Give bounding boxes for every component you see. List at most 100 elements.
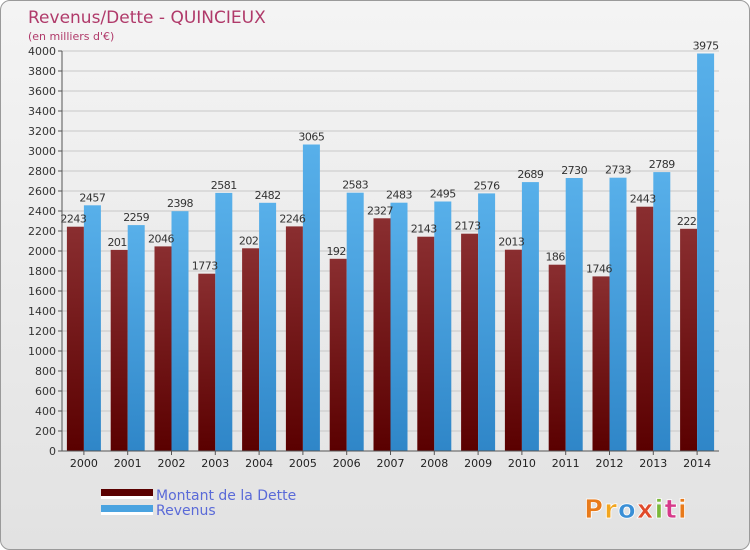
y-tick-label: 2800 <box>28 165 56 178</box>
data-label-revenus: 2495 <box>430 188 456 201</box>
data-label-revenus: 3065 <box>298 131 324 144</box>
y-axis-ticks: 0 200 400 600 800 1000 1200 1400 1600 1800 2000 220… <box>28 45 62 458</box>
y-tick-label: 400 <box>35 405 56 418</box>
data-label-revenus: 2259 <box>123 211 149 224</box>
data-label-revenus: 2398 <box>167 197 193 210</box>
data-label-dette: 2173 <box>455 220 481 233</box>
y-tick-label: 3600 <box>28 85 56 98</box>
legend-swatch-dette <box>101 489 153 499</box>
x-tick-label: 2012 <box>596 457 624 470</box>
bar-revenus <box>565 178 583 451</box>
x-tick-label: 2003 <box>201 457 229 470</box>
x-tick-label: 2013 <box>639 457 667 470</box>
data-label-revenus: 2689 <box>517 168 543 181</box>
bar-revenus <box>302 144 320 451</box>
x-tick-label: 2001 <box>114 457 142 470</box>
bar-revenus <box>259 202 277 451</box>
chart-title: Revenus/Dette - QUINCIEUX <box>28 8 266 28</box>
bar-dette <box>548 264 566 451</box>
y-tick-label: 2200 <box>28 225 56 238</box>
bar-dette <box>373 218 391 451</box>
data-label-dette: 1746 <box>586 262 612 275</box>
data-label-dette: 192 <box>326 245 346 258</box>
data-label-dette: 186 <box>545 251 565 264</box>
data-label-revenus: 2730 <box>561 164 587 177</box>
y-tick-label: 2600 <box>28 185 56 198</box>
bar-dette <box>504 249 522 451</box>
x-tick-label: 2002 <box>158 457 186 470</box>
chart-subtitle: (en milliers d'€) <box>28 30 114 43</box>
y-tick-label: 0 <box>49 445 56 458</box>
x-tick-label: 2011 <box>552 457 580 470</box>
bar-dette <box>636 206 654 451</box>
bar-dette <box>680 228 698 451</box>
bar-revenus <box>215 192 233 451</box>
y-tick-label: 4000 <box>28 45 56 58</box>
data-labels: 2243 2457 201 2259 2046 2398 1773 2581 202 2482 22… <box>60 40 719 276</box>
data-label-dette: 222 <box>677 215 697 228</box>
y-tick-label: 600 <box>35 385 56 398</box>
data-label-dette: 2243 <box>60 213 86 226</box>
y-tick-label: 200 <box>35 425 56 438</box>
y-tick-label: 2400 <box>28 205 56 218</box>
bars <box>66 53 715 451</box>
bar-dette <box>66 226 84 451</box>
legend-label-dette: Montant de la Dette <box>156 488 296 504</box>
y-tick-label: 1400 <box>28 305 56 318</box>
x-axis-ticks: 2000 2001 2002 2003 2004 2005 2006 2007 2008 2009… <box>70 451 711 470</box>
data-label-dette: 2327 <box>367 204 393 217</box>
bar-dette <box>242 248 260 451</box>
data-label-dette: 2046 <box>148 232 174 245</box>
data-label-revenus: 2733 <box>605 164 631 177</box>
data-label-revenus: 2457 <box>79 191 105 204</box>
x-tick-label: 2000 <box>70 457 98 470</box>
y-tick-label: 1000 <box>28 345 56 358</box>
y-tick-label: 1800 <box>28 265 56 278</box>
x-tick-label: 2007 <box>377 457 405 470</box>
data-label-revenus: 2581 <box>211 179 237 192</box>
data-label-revenus: 2576 <box>474 179 500 192</box>
data-label-dette: 1773 <box>192 260 218 273</box>
y-tick-label: 3200 <box>28 125 56 138</box>
bar-revenus <box>171 211 189 451</box>
y-tick-label: 3400 <box>28 105 56 118</box>
data-label-dette: 201 <box>107 236 127 249</box>
x-tick-label: 2014 <box>683 457 711 470</box>
x-tick-label: 2004 <box>245 457 273 470</box>
y-tick-label: 3800 <box>28 65 56 78</box>
x-tick-label: 2006 <box>333 457 361 470</box>
y-tick-label: 2000 <box>28 245 56 258</box>
x-tick-label: 2009 <box>464 457 492 470</box>
data-label-dette: 2246 <box>279 212 305 225</box>
bar-revenus <box>609 177 627 451</box>
bar-revenus <box>390 202 408 451</box>
data-label-dette: 2013 <box>498 236 524 249</box>
x-tick-label: 2008 <box>420 457 448 470</box>
y-tick-label: 1600 <box>28 285 56 298</box>
bar-dette <box>154 246 172 451</box>
data-label-revenus: 2483 <box>386 189 412 202</box>
bar-revenus <box>434 201 452 451</box>
data-label-dette: 202 <box>239 234 259 247</box>
x-tick-label: 2005 <box>289 457 317 470</box>
bar-dette <box>417 236 435 451</box>
data-label-revenus: 2482 <box>255 189 281 202</box>
data-label-dette: 2443 <box>630 193 656 206</box>
y-tick-label: 1200 <box>28 325 56 338</box>
bar-dette <box>592 276 610 451</box>
bar-revenus <box>127 225 145 451</box>
legend-swatch-revenus <box>101 505 153 515</box>
bar-dette <box>461 233 479 451</box>
data-label-revenus: 2789 <box>649 158 675 171</box>
legend: Montant de la Dette Revenus <box>101 488 296 519</box>
proxiti-logo-text: Proxiti <box>584 495 688 525</box>
bar-revenus <box>653 172 671 451</box>
x-tick-label: 2010 <box>508 457 536 470</box>
y-tick-label: 800 <box>35 365 56 378</box>
proxiti-logo: Proxiti <box>584 495 688 526</box>
y-tick-label: 3000 <box>28 145 56 158</box>
bar-dette <box>198 273 216 451</box>
bar-revenus <box>83 205 101 451</box>
